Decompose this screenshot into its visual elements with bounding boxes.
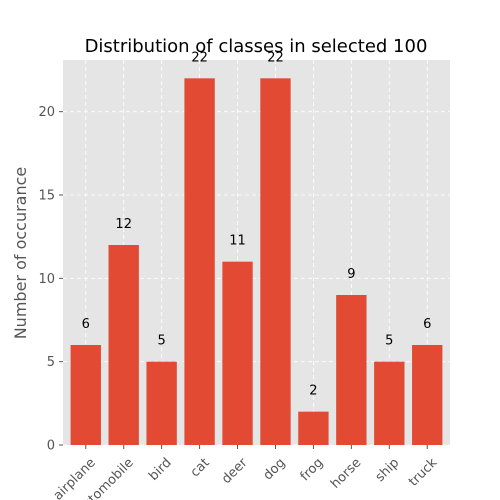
x-tick-label-deer: deer xyxy=(219,455,251,487)
bar-bird xyxy=(146,361,177,445)
data-label-airplane: 6 xyxy=(82,317,90,332)
data-label-cat: 22 xyxy=(191,50,208,65)
y-axis-ticks: 0 5 10 15 20 xyxy=(38,105,63,454)
data-label-horse: 9 xyxy=(347,267,355,282)
bar-airplane xyxy=(70,345,101,445)
bar-cat xyxy=(184,78,215,445)
y-tick-label: 15 xyxy=(38,189,55,204)
data-label-dog: 22 xyxy=(267,50,284,65)
data-label-bird: 5 xyxy=(158,334,166,349)
bar-frog xyxy=(298,411,329,445)
x-tick-label-bird: bird xyxy=(146,455,174,483)
x-tick-label-cat: cat xyxy=(188,455,213,480)
bar-dog xyxy=(260,78,291,445)
bar-ship xyxy=(374,361,405,445)
y-tick-label: 5 xyxy=(47,355,55,370)
bar-truck xyxy=(412,345,443,445)
chart-title: Distribution of classes in selected 100 xyxy=(85,36,428,57)
x-tick-label-dog: dog xyxy=(261,455,289,483)
y-tick-label: 20 xyxy=(38,105,55,120)
y-tick-label: 0 xyxy=(47,439,55,454)
x-tick-label-frog: frog xyxy=(298,455,327,484)
bars xyxy=(70,78,443,445)
data-label-automobile: 12 xyxy=(115,217,132,232)
bar-automobile xyxy=(108,245,139,445)
bar-horse xyxy=(336,295,367,445)
bar-deer xyxy=(222,261,253,445)
data-label-frog: 2 xyxy=(309,384,317,399)
y-tick-label: 10 xyxy=(38,272,55,287)
data-label-ship: 5 xyxy=(385,334,393,349)
x-tick-label-horse: horse xyxy=(328,455,364,491)
data-label-truck: 6 xyxy=(423,317,431,332)
x-tick-label-ship: ship xyxy=(373,455,403,485)
y-axis-label: Number of occurance xyxy=(11,167,30,340)
x-tick-label-truck: truck xyxy=(406,455,441,490)
data-label-deer: 11 xyxy=(229,234,246,249)
